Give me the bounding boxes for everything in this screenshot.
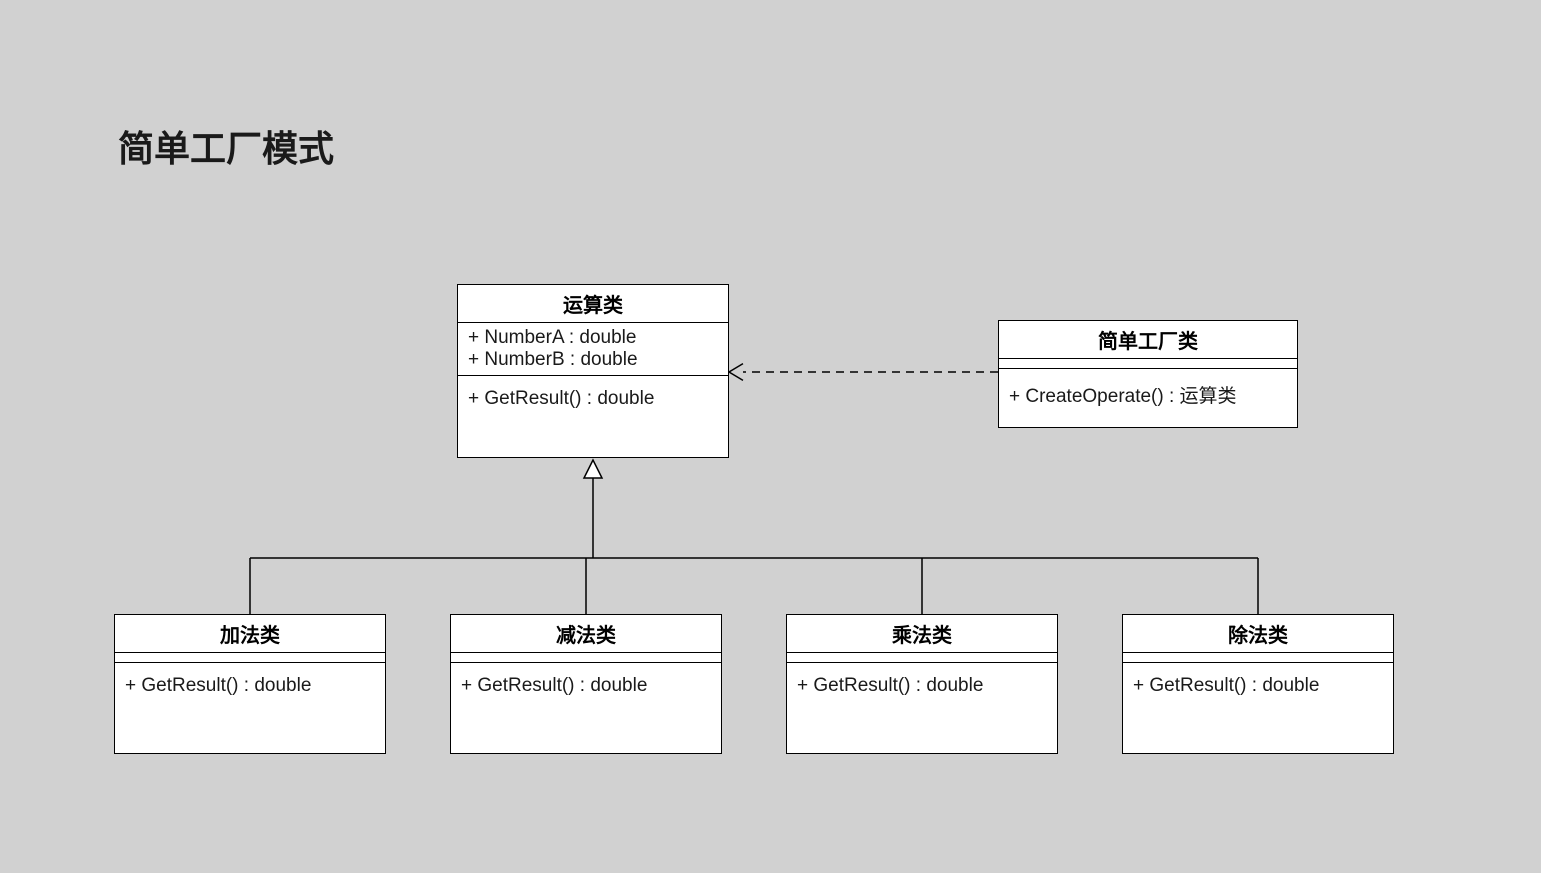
attr-line: + NumberB : double — [468, 349, 718, 371]
class-methods-mul: + GetResult() : double — [787, 663, 1057, 709]
class-attrs-operation: + NumberA : double + NumberB : double — [458, 323, 728, 376]
class-name-factory: 简单工厂类 — [999, 321, 1297, 359]
method-line: + GetResult() : double — [797, 675, 1047, 697]
method-line: + GetResult() : double — [125, 675, 375, 697]
class-methods-operation: + GetResult() : double — [458, 376, 728, 422]
class-methods-factory: + CreateOperate() : 运算类 — [999, 369, 1297, 420]
class-box-operation: 运算类 + NumberA : double + NumberB : doubl… — [457, 284, 729, 458]
class-box-add: 加法类 + GetResult() : double — [114, 614, 386, 754]
class-name-div: 除法类 — [1123, 615, 1393, 653]
class-methods-add: + GetResult() : double — [115, 663, 385, 709]
class-attrs-add — [115, 653, 385, 663]
method-line: + GetResult() : double — [461, 675, 711, 697]
class-box-sub: 减法类 + GetResult() : double — [450, 614, 722, 754]
class-name-sub: 减法类 — [451, 615, 721, 653]
class-methods-sub: + GetResult() : double — [451, 663, 721, 709]
diagram-title: 简单工厂模式 — [118, 120, 334, 172]
method-line: + GetResult() : double — [468, 388, 718, 410]
class-box-div: 除法类 + GetResult() : double — [1122, 614, 1394, 754]
class-attrs-sub — [451, 653, 721, 663]
class-attrs-factory — [999, 359, 1297, 369]
method-line: + GetResult() : double — [1133, 675, 1383, 697]
class-name-mul: 乘法类 — [787, 615, 1057, 653]
class-attrs-mul — [787, 653, 1057, 663]
class-methods-div: + GetResult() : double — [1123, 663, 1393, 709]
class-attrs-div — [1123, 653, 1393, 663]
class-box-mul: 乘法类 + GetResult() : double — [786, 614, 1058, 754]
method-line: + CreateOperate() : 运算类 — [1009, 381, 1287, 408]
class-name-add: 加法类 — [115, 615, 385, 653]
attr-line: + NumberA : double — [468, 327, 718, 349]
class-box-factory: 简单工厂类 + CreateOperate() : 运算类 — [998, 320, 1298, 428]
class-name-operation: 运算类 — [458, 285, 728, 323]
